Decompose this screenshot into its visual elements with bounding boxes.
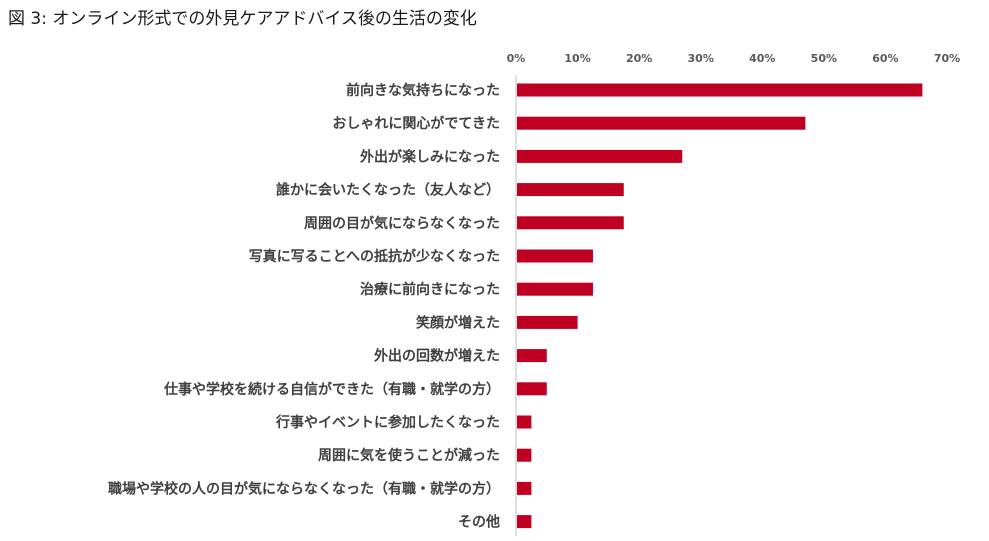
bar	[517, 415, 532, 429]
bar	[517, 448, 532, 462]
category-label: 誰かに会いたくなった（友人など）	[276, 182, 500, 199]
bar	[517, 315, 578, 329]
category-label: 外出が楽しみになった	[360, 148, 500, 165]
bar	[517, 481, 532, 495]
chart-title: 図 3: オンライン形式での外見ケアアドバイス後の生活の変化	[8, 9, 477, 29]
x-tick-label: 0%	[507, 52, 526, 65]
category-label: 写真に写ることへの抵抗が少なくなった	[249, 248, 500, 265]
x-tick-label: 20%	[626, 52, 652, 65]
x-tick-label: 50%	[811, 52, 837, 65]
bar	[517, 216, 624, 230]
category-label: その他	[458, 514, 500, 531]
category-label: 治療に前向きになった	[360, 281, 500, 298]
bar	[517, 349, 547, 363]
category-label: 職場や学校の人の目が気にならなくなった（有職・就学の方）	[108, 480, 500, 497]
bar	[517, 282, 593, 296]
category-label: 笑顔が増えた	[416, 314, 500, 331]
category-label: おしゃれに関心がでてきた	[332, 115, 500, 132]
bar	[517, 149, 683, 163]
category-label: 前向きな気持ちになった	[346, 82, 500, 99]
bar	[517, 249, 593, 263]
bar	[517, 116, 806, 130]
x-tick-label: 10%	[564, 52, 590, 65]
bar	[517, 515, 532, 529]
category-label: 仕事や学校を続ける自信ができた（有職・就学の方）	[163, 381, 500, 398]
category-label: 外出の回数が増えた	[374, 348, 500, 365]
x-tick-label: 60%	[872, 52, 898, 65]
x-tick-label: 40%	[749, 52, 775, 65]
x-tick-label: 70%	[934, 52, 960, 65]
bar	[517, 183, 624, 197]
category-label: 周囲に気を使うことが減った	[318, 447, 500, 464]
bar	[517, 382, 547, 396]
category-label: 周囲の目が気にならなくなった	[304, 215, 500, 232]
x-tick-label: 30%	[688, 52, 714, 65]
category-label: 行事やイベントに参加したくなった	[275, 414, 500, 431]
bar	[517, 83, 923, 97]
